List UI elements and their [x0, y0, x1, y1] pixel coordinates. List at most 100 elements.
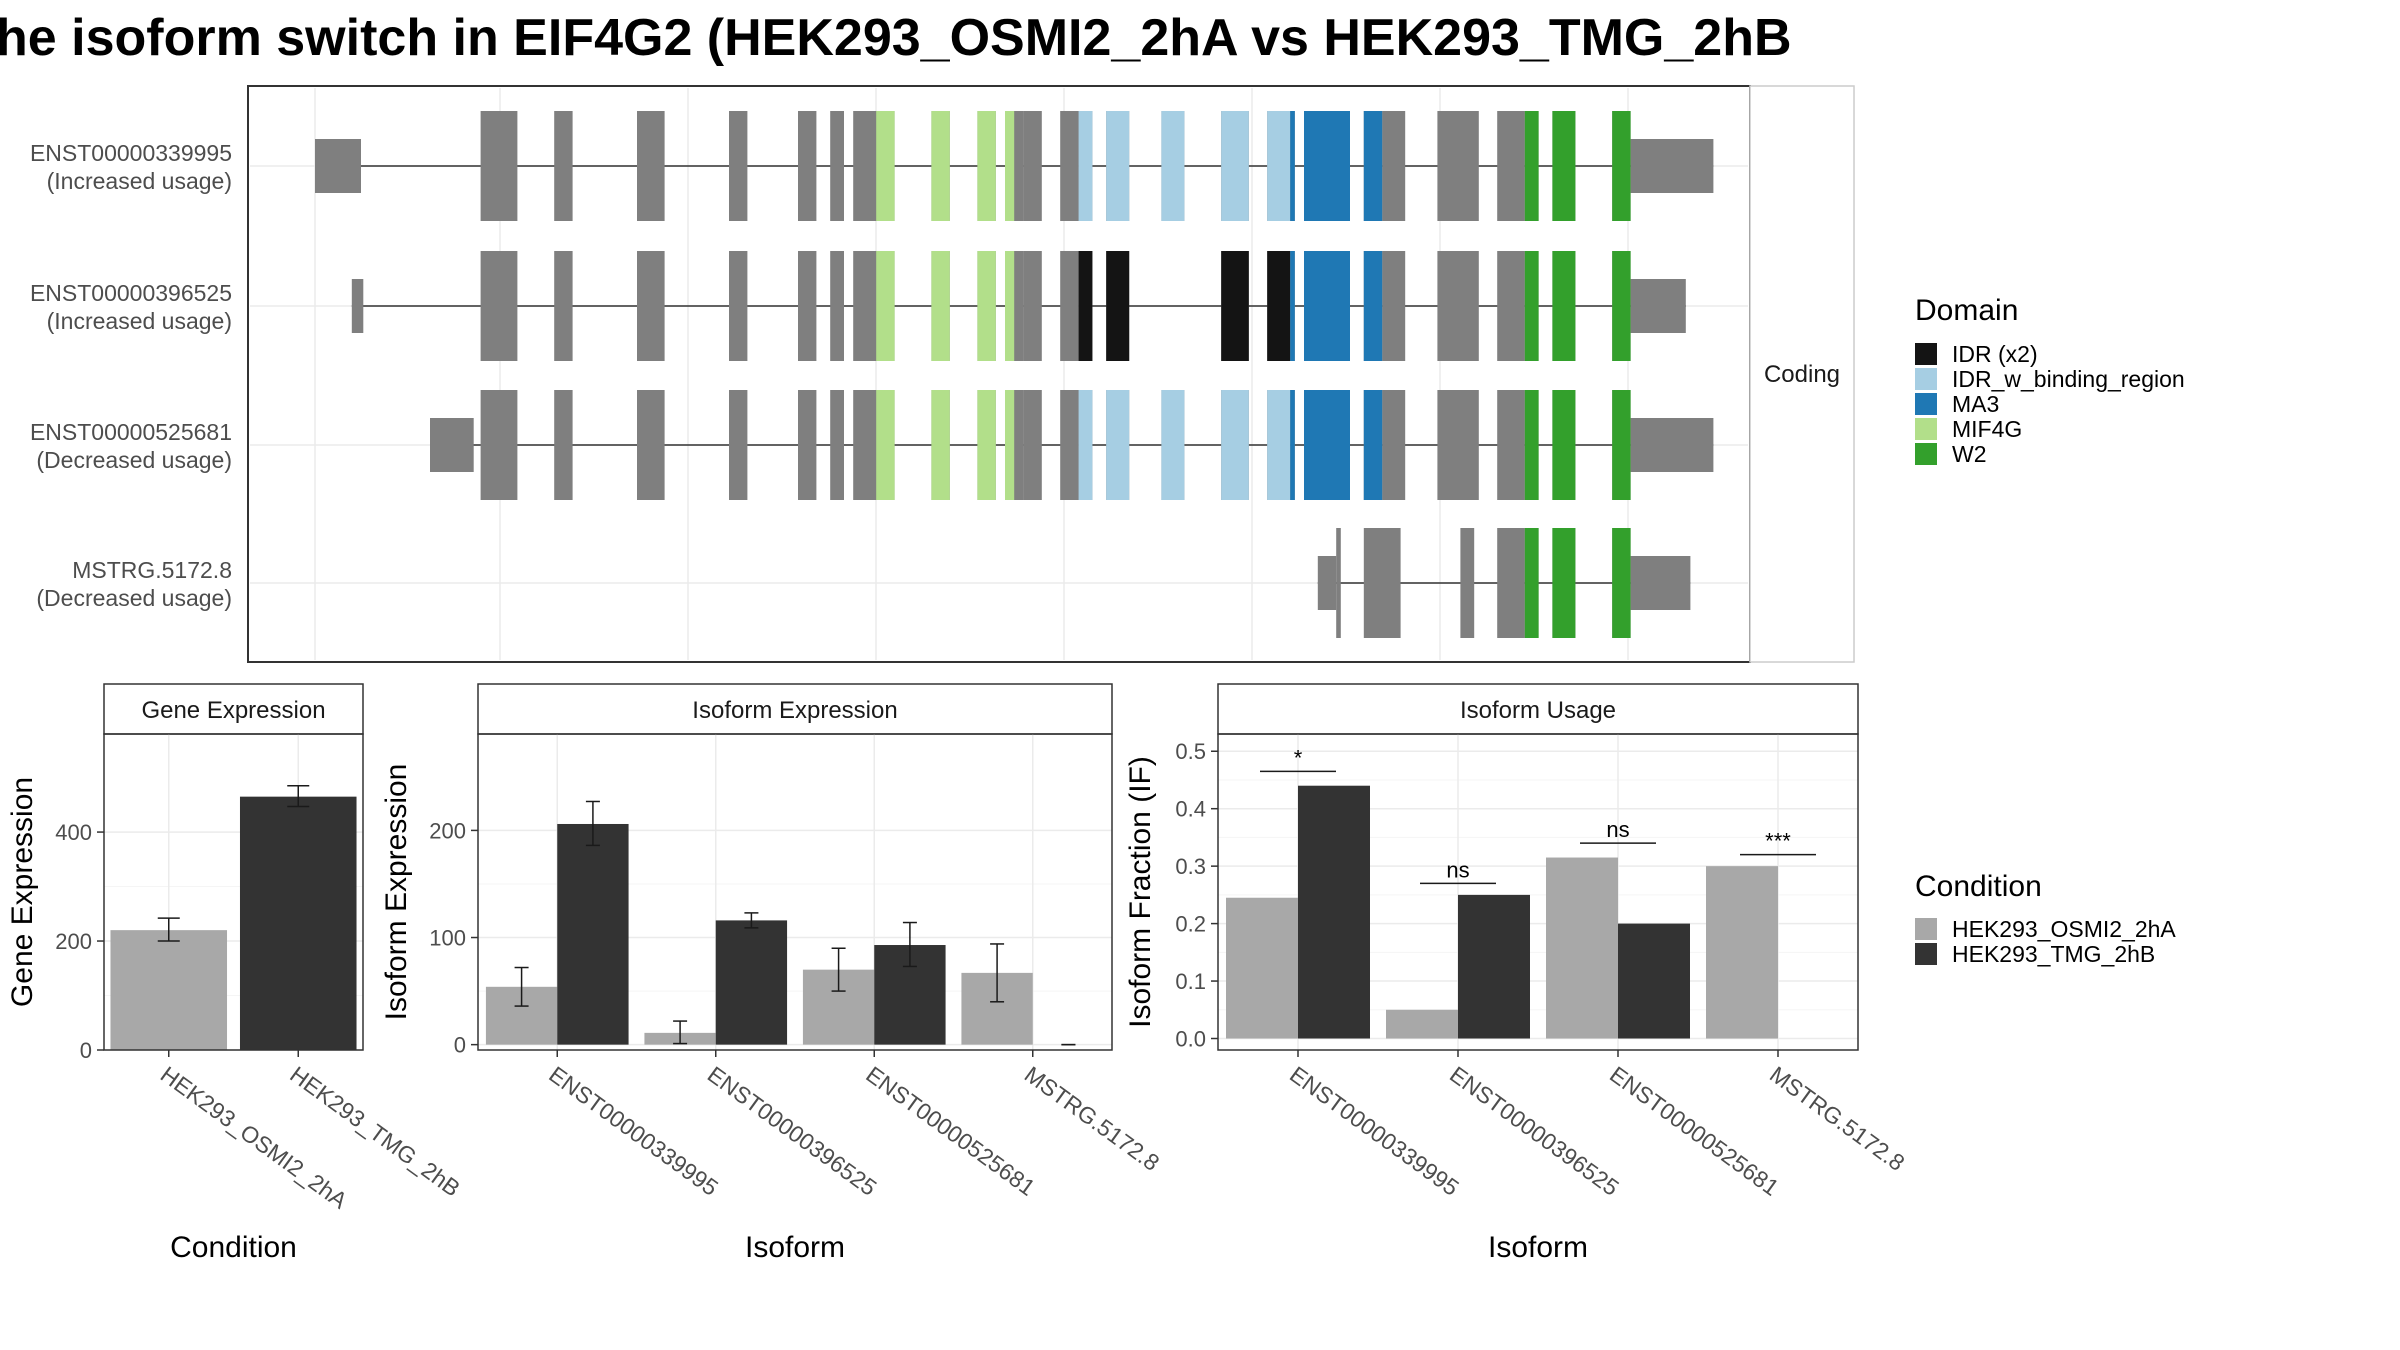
y-tick-label: 0: [454, 1033, 466, 1058]
bar-cond_A-ENST00000525681: [1546, 857, 1618, 1039]
chart-title: Gene Expression: [141, 697, 325, 724]
domain-W2: [1552, 251, 1576, 361]
coding-exon: [1060, 390, 1079, 500]
x-tick-label: ENST00000396525: [1445, 1061, 1624, 1201]
domain-legend-title: Domain: [1915, 294, 2018, 327]
domain-legend: Domain IDR (x2)IDR_w_binding_regionMA3MI…: [1915, 294, 2185, 467]
x-tick-label: MSTRG.5172.8: [1765, 1061, 1910, 1176]
coding-exon: [729, 251, 748, 361]
x-tick-label: ENST00000339995: [544, 1061, 723, 1201]
coding-exon: [830, 111, 844, 221]
coding-exon: [853, 111, 867, 221]
domain-MA3: [1363, 251, 1383, 361]
y-axis-title: Isoform Expression: [380, 764, 413, 1021]
error-bar: [287, 785, 310, 808]
domain-W2: [1552, 390, 1576, 500]
transcript-row-ENST00000339995: [315, 111, 1714, 221]
x-axis-title: Condition: [170, 1231, 297, 1264]
error-bar: [990, 943, 1005, 1003]
domain-legend-label: MIF4G: [1952, 416, 2022, 442]
significance-label: *: [1294, 745, 1303, 770]
x-axis-title: Isoform: [745, 1231, 845, 1264]
coding-exon: [554, 111, 573, 221]
coding-exon: [1497, 390, 1525, 500]
coding-exon: [480, 111, 518, 221]
y-tick-label: 0.3: [1175, 854, 1206, 879]
coding-exon: [554, 390, 573, 500]
bar-cond_A-ENST00000396525: [1386, 1009, 1458, 1039]
y-tick-label: 100: [429, 926, 466, 951]
domain-IDR_w: [1106, 390, 1130, 500]
coding-exon: [798, 390, 817, 500]
bars: [485, 800, 1076, 1046]
coding-exon: [1060, 111, 1079, 221]
domain-MIF4G: [977, 111, 996, 221]
domain-IDR: [1078, 251, 1093, 361]
y-tick-label: 0.2: [1175, 912, 1206, 937]
transcript-usage-label: (Increased usage): [47, 168, 232, 194]
coding-exon: [729, 111, 748, 221]
coding-exon: [1382, 390, 1406, 500]
domain-IDR_w: [1078, 390, 1093, 500]
coding-exon: [1497, 528, 1525, 638]
domain-IDR_w: [1106, 111, 1130, 221]
y-tick-label: 0.1: [1175, 969, 1206, 994]
domain-W2: [1524, 251, 1539, 361]
x-tick-label: ENST00000396525: [703, 1061, 882, 1201]
domain-MA3: [1304, 251, 1350, 361]
transcript-labels: ENST00000339995(Increased usage) ENST0000…: [30, 140, 232, 611]
transcript-usage-label: (Decreased usage): [36, 447, 232, 473]
x-tick-label: ENST00000525681: [1605, 1061, 1784, 1201]
domain-MA3: [1304, 111, 1350, 221]
y-tick-label: 0: [80, 1038, 92, 1063]
bar-cond_B-ENST00000396525: [1458, 894, 1530, 1039]
domain-legend-swatch-MA3: [1915, 393, 1937, 415]
coding-exon: [798, 111, 817, 221]
domain-legend-swatch-IDR_w: [1915, 368, 1937, 390]
transcript-usage-label: (Decreased usage): [36, 585, 232, 611]
transcript-name-label: ENST00000396525: [30, 280, 232, 306]
domain-IDR: [1267, 251, 1291, 361]
coding-exon: [830, 251, 844, 361]
domain-legend-swatch-IDR: [1915, 343, 1937, 365]
structure-transcripts: [315, 111, 1714, 638]
domain-MIF4G: [876, 111, 895, 221]
bar-cond_A-ENST00000339995: [1226, 897, 1298, 1039]
coding-exon: [1497, 111, 1525, 221]
bar-cond_B-ENST00000396525: [715, 920, 788, 1045]
error-bar: [673, 1020, 688, 1045]
domain-W2: [1552, 528, 1576, 638]
coding-exon: [1060, 251, 1079, 361]
domain-MIF4G: [931, 111, 950, 221]
domain-MIF4G: [1005, 390, 1015, 500]
coding-exon: [637, 390, 665, 500]
transcript-row-ENST00000396525: [351, 251, 1686, 361]
condition-legend-label: HEK293_OSMI2_2hA: [1952, 916, 2176, 942]
utr-exon: [1630, 556, 1691, 610]
bar-cond_A-MSTRG.5172.8: [1706, 866, 1778, 1039]
utr-exon: [315, 139, 361, 193]
domain-W2: [1612, 528, 1631, 638]
coding-exon: [480, 251, 518, 361]
transcript-name-label: ENST00000525681: [30, 419, 232, 445]
domain-MIF4G: [931, 390, 950, 500]
domain-legend-label: W2: [1952, 441, 1987, 467]
coding-exon: [853, 390, 867, 500]
domain-IDR: [1106, 251, 1130, 361]
domain-W2: [1612, 390, 1631, 500]
chart-plot-area: [1217, 733, 1859, 1051]
domain-W2: [1612, 111, 1631, 221]
y-axis-title: Gene Expression: [6, 777, 39, 1007]
domain-MA3: [1290, 111, 1295, 221]
domain-MA3: [1363, 111, 1383, 221]
coding-exon: [830, 390, 844, 500]
condition-legend-title: Condition: [1915, 870, 2042, 903]
coding-exon: [637, 111, 665, 221]
y-tick-label: 0.5: [1175, 739, 1206, 764]
coding-exon: [729, 390, 748, 500]
transcript-name-label: ENST00000339995: [30, 140, 232, 166]
bar-cond_B-ENST00000339995: [1298, 785, 1370, 1039]
domain-W2: [1612, 251, 1631, 361]
utr-exon: [1630, 139, 1714, 193]
utr-exon: [430, 418, 474, 472]
